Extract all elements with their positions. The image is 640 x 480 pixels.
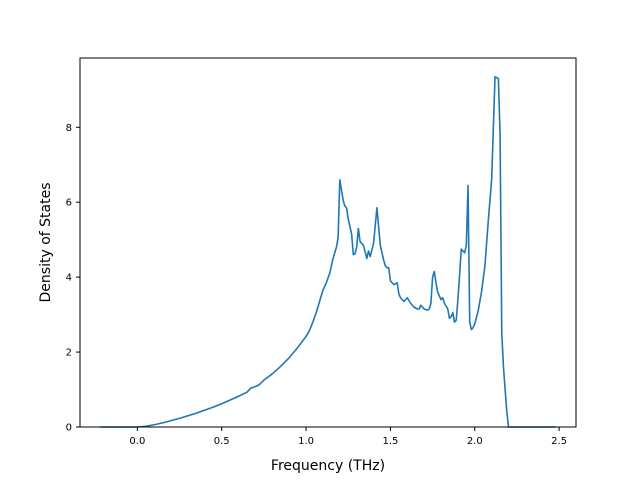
series-line-0	[100, 75, 556, 428]
y-axis-label: Density of States	[38, 183, 54, 303]
y-axis-ticks: 0 2 4 6 8	[66, 123, 80, 434]
y-tick-label: 2	[66, 348, 72, 359]
y-tick-label: 0	[66, 423, 72, 434]
y-tick-label: 6	[66, 198, 72, 209]
x-tick-label: 2.5	[551, 436, 567, 447]
y-tick-label: 4	[66, 273, 72, 284]
x-tick-label: 1.5	[382, 436, 398, 447]
axes-frame	[79, 57, 577, 428]
x-tick-label: 0.5	[214, 436, 230, 447]
y-tick-label: 8	[66, 123, 72, 134]
x-tick-label: 1.0	[298, 436, 314, 447]
x-tick-label: 2.0	[467, 436, 483, 447]
x-axis-label: Frequency (THz)	[271, 458, 385, 474]
plot-area	[100, 75, 556, 428]
x-axis-ticks: 0.0 0.5 1.0 1.5 2.0 2.5	[129, 427, 567, 447]
x-tick-label: 0.0	[129, 436, 145, 447]
